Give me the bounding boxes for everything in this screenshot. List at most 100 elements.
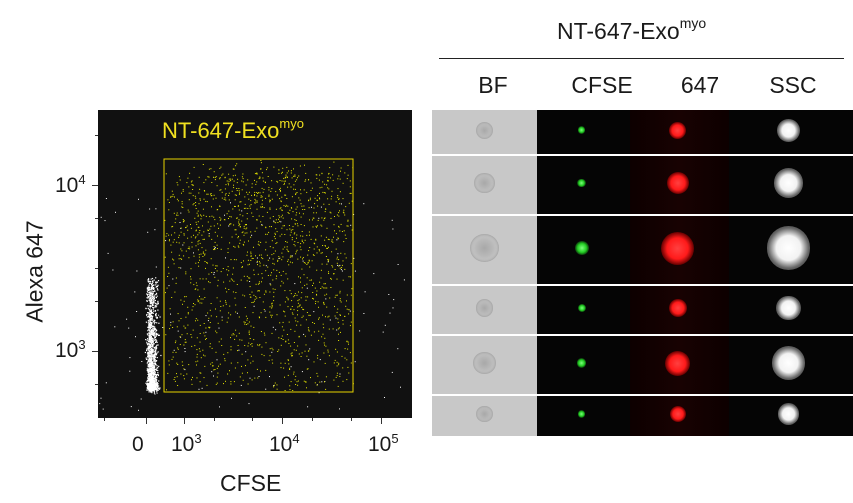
scatter-point <box>198 348 200 350</box>
scatter-point <box>230 314 232 316</box>
scatter-point <box>147 343 150 345</box>
scatter-point <box>255 173 257 175</box>
scatter-point <box>346 308 348 310</box>
scatter-point <box>313 361 315 363</box>
scatter-point <box>261 203 263 205</box>
scatter-point <box>148 293 150 295</box>
scatter-point <box>324 217 326 219</box>
scatter-point <box>293 233 295 235</box>
scatter-point <box>228 210 230 212</box>
scatter-point <box>282 217 284 219</box>
scatter-point <box>290 229 292 231</box>
scatter-point <box>150 294 152 296</box>
scatter-point <box>148 333 150 335</box>
scatter-point <box>239 239 241 241</box>
scatter-point <box>216 265 218 267</box>
scatter-point <box>299 165 301 167</box>
scatter-point <box>150 319 152 321</box>
scatter-point <box>147 360 149 362</box>
scatter-point <box>227 352 229 354</box>
scatter-point <box>159 387 161 389</box>
scatter-point <box>256 297 258 299</box>
scatter-point <box>152 315 154 317</box>
scatter-point <box>211 182 213 183</box>
scatter-point <box>151 303 153 305</box>
scatter-point <box>152 383 154 385</box>
scatter-point <box>156 295 158 297</box>
scatter-point <box>156 360 158 362</box>
scatter-point <box>179 179 181 181</box>
scatter-point <box>155 329 157 331</box>
scatter-point <box>239 226 241 228</box>
cell-image-647 <box>630 396 729 436</box>
scatter-point <box>217 209 219 210</box>
scatter-point <box>287 306 289 308</box>
scatter-point <box>174 232 176 234</box>
scatter-point <box>157 344 159 346</box>
scatter-point <box>248 330 250 332</box>
scatter-point <box>271 188 273 190</box>
scatter-point <box>149 331 151 333</box>
scatter-point <box>146 352 149 354</box>
scatter-point <box>265 316 267 318</box>
scatter-point <box>270 314 272 316</box>
scatter-point <box>153 388 155 390</box>
scatter-point <box>155 350 157 352</box>
scatter-point <box>260 195 262 197</box>
scatter-point <box>196 353 198 355</box>
scatter-point <box>231 334 233 336</box>
scatter-point <box>115 211 116 213</box>
scatter-point <box>293 342 295 343</box>
scatter-point <box>155 314 157 317</box>
scatter-point <box>216 367 218 369</box>
scatter-point <box>344 234 346 236</box>
scatter-point <box>154 352 157 354</box>
scatter-point <box>324 344 325 346</box>
scatter-point <box>229 216 231 217</box>
scatter-point <box>149 369 151 371</box>
scatter-point <box>149 328 151 330</box>
cell-signal <box>668 299 687 317</box>
scatter-point <box>258 316 260 318</box>
scatter-point <box>217 372 219 374</box>
scatter-point <box>232 267 234 269</box>
scatter-point <box>316 199 318 201</box>
scatter-point <box>262 216 264 217</box>
scatter-point <box>105 382 107 384</box>
scatter-point <box>155 368 157 370</box>
scatter-point <box>324 381 325 383</box>
scatter-point <box>198 226 200 228</box>
scatter-point <box>257 290 259 292</box>
scatter-point <box>328 172 330 174</box>
scatter-point <box>245 184 247 186</box>
scatter-point <box>156 281 159 283</box>
scatter-point <box>172 241 174 243</box>
scatter-point <box>312 219 313 221</box>
scatter-point <box>285 241 287 242</box>
scatter-point <box>150 323 152 326</box>
scatter-point <box>151 368 153 371</box>
scatter-point <box>147 305 149 307</box>
scatter-point <box>152 343 155 345</box>
scatter-point <box>201 302 203 304</box>
scatter-point <box>285 206 287 207</box>
scatter-point <box>145 357 147 359</box>
scatter-point <box>204 365 206 367</box>
scatter-point <box>214 241 216 243</box>
scatter-point <box>318 249 320 250</box>
scatter-point <box>177 385 179 386</box>
scatter-point <box>250 200 252 202</box>
scatter-point <box>153 375 155 377</box>
scatter-point <box>153 365 155 367</box>
scatter-point <box>181 206 183 208</box>
scatter-point <box>149 302 151 304</box>
scatter-point <box>247 264 249 266</box>
scatter-point <box>157 373 159 376</box>
scatter-point <box>156 382 158 384</box>
scatter-point <box>384 324 386 326</box>
scatter-point <box>388 294 390 295</box>
scatter-point <box>252 360 254 362</box>
scatter-point <box>150 363 152 366</box>
scatter-point <box>271 180 273 182</box>
scatter-point <box>279 216 281 218</box>
